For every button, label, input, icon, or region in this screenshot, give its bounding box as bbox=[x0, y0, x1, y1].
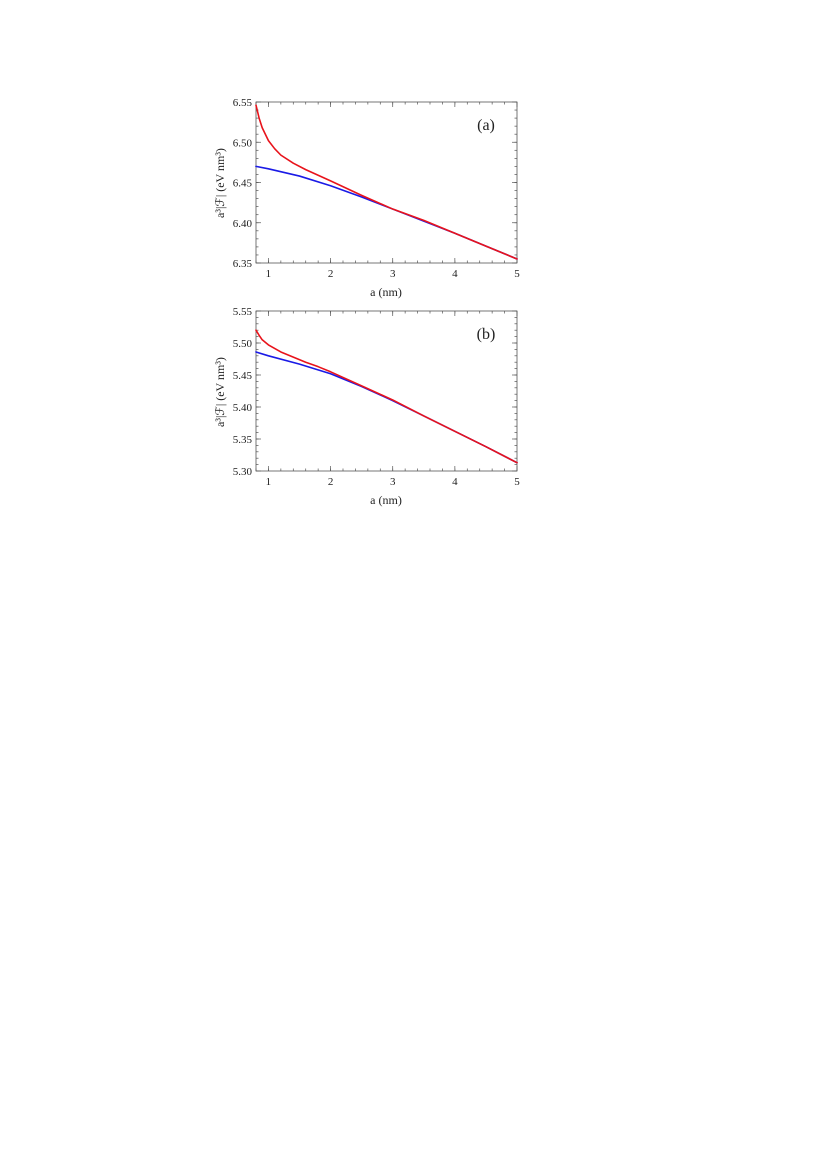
y-tick-label: 5.30 bbox=[233, 466, 253, 478]
y-axis-label: a³|ℱ| (eV nm³) bbox=[213, 148, 227, 218]
y-tick-label: 6.55 bbox=[233, 97, 253, 109]
panel-label: (b) bbox=[477, 326, 496, 343]
series-line-red bbox=[255, 104, 518, 260]
x-ticks: 1 2 3 4 5 bbox=[255, 102, 520, 280]
x-tick-label: 3 bbox=[390, 268, 396, 280]
y-ticks: 5.30 5.35 5.40 5.45 5.50 5.55 bbox=[233, 306, 517, 478]
x-ticks: 1 2 3 4 5 bbox=[255, 311, 520, 488]
x-tick-label: 4 bbox=[452, 476, 458, 488]
series-lines bbox=[255, 104, 518, 260]
y-tick-label: 5.45 bbox=[233, 370, 253, 382]
panel-label: (a) bbox=[477, 117, 495, 134]
x-tick-label: 4 bbox=[452, 268, 458, 280]
series-lines bbox=[255, 329, 518, 464]
y-tick-label: 6.35 bbox=[233, 258, 253, 270]
plot-frame bbox=[255, 310, 518, 472]
y-tick-label: 5.55 bbox=[233, 306, 253, 318]
x-tick-label: 5 bbox=[514, 476, 520, 488]
y-ticks: 6.35 6.40 6.45 6.50 6.55 bbox=[233, 97, 517, 270]
x-tick-label: 1 bbox=[266, 476, 272, 488]
panel-a: 1 2 3 4 5 6.35 6.40 6.45 6.50 6.55 (a) a (nm) a³… bbox=[213, 97, 520, 299]
y-tick-label: 6.40 bbox=[233, 218, 253, 230]
y-axis-label: a³|ℱ| (eV nm³) bbox=[213, 357, 227, 427]
x-tick-label: 3 bbox=[390, 476, 396, 488]
x-tick-label: 5 bbox=[514, 268, 520, 280]
y-tick-label: 5.40 bbox=[233, 402, 253, 414]
x-tick-label: 2 bbox=[328, 476, 334, 488]
x-tick-label: 1 bbox=[266, 268, 272, 280]
x-tick-label: 2 bbox=[328, 268, 334, 280]
y-tick-label: 5.35 bbox=[233, 434, 253, 446]
series-line-blue bbox=[255, 165, 518, 260]
x-axis-label: a (nm) bbox=[370, 285, 402, 299]
y-tick-label: 5.50 bbox=[233, 338, 253, 350]
panel-b: 1 2 3 4 5 5.30 5.35 5.40 5.45 5.50 5.55 (b) a (nm… bbox=[213, 306, 520, 507]
y-tick-label: 6.50 bbox=[233, 137, 253, 149]
y-tick-label: 6.45 bbox=[233, 178, 253, 190]
series-line-red bbox=[255, 329, 518, 464]
series-line-blue bbox=[255, 351, 518, 464]
x-axis-label: a (nm) bbox=[370, 493, 402, 507]
